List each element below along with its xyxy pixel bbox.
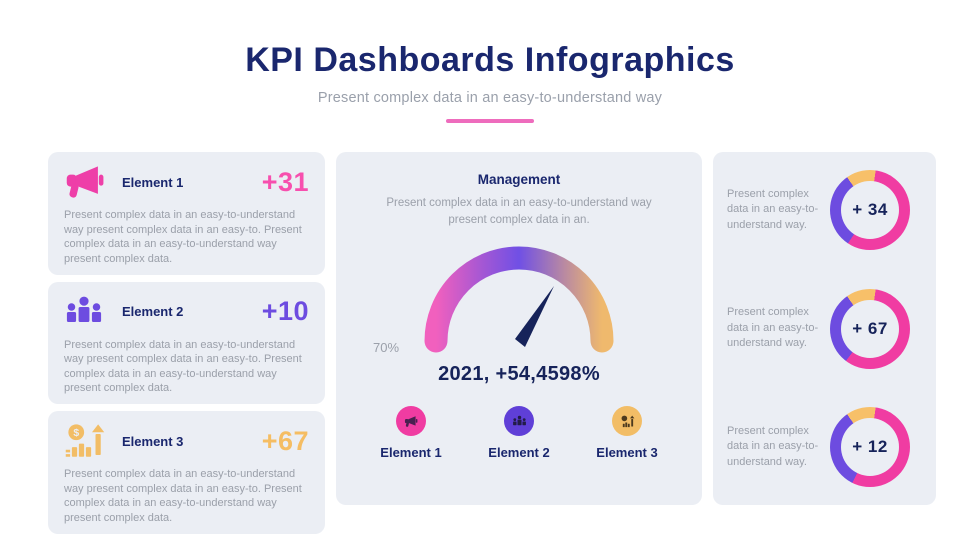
finance-icon (621, 415, 634, 427)
donut-center-value: + 67 (841, 299, 899, 358)
donut-center-value: + 34 (841, 181, 899, 239)
donut-description: Present complex data in an easy-to-under… (727, 306, 819, 350)
card-header: Element 1 +31 (64, 164, 309, 200)
card-description: Present complex data in an easy-to-under… (64, 209, 302, 265)
legend-badge-purple (504, 406, 534, 437)
management-panel: Management Present complex data in an ea… (336, 152, 702, 505)
donut-panel: Present complex data in an easy-to-under… (713, 152, 936, 505)
content-row: Element 1 +31 Present complex data in an… (48, 152, 936, 534)
card-value: +31 (261, 166, 309, 197)
donut-chart-3: + 12 (830, 407, 910, 487)
legend-item-element-2: Element 2 (482, 406, 556, 460)
card-header: $ Element 3 +67 (64, 423, 309, 459)
panel-title: Management (477, 172, 561, 187)
finance-icon: $ (64, 423, 110, 459)
svg-text:$: $ (73, 427, 79, 439)
legend-item-element-1: Element 1 (374, 406, 448, 460)
legend-badge-pink (396, 406, 426, 437)
donut-row-3: Present complex data in an easy-to-under… (727, 407, 922, 487)
card-value: +10 (261, 296, 309, 326)
card-description: Present complex data in an easy-to-under… (64, 468, 302, 524)
card-value: +67 (261, 425, 309, 456)
subtitle-underline (446, 119, 534, 124)
kpi-card-element-2: Element 2 +10 Present complex data in an… (48, 281, 325, 404)
card-description: Present complex data in an easy-to-under… (64, 338, 302, 395)
legend-label: Element 2 (488, 445, 550, 461)
gauge-legend: Element 1 Element 2 (336, 406, 702, 460)
slide-header: KPI Dashboards Infographics Present comp… (0, 0, 980, 124)
donut-chart-2: + 67 (830, 288, 910, 369)
gauge-tick-label: 70% (373, 340, 400, 356)
donut-chart-1: + 34 (830, 170, 910, 250)
donut-description: Present complex data in an easy-to-under… (727, 187, 819, 231)
legend-badge-yellow (612, 406, 642, 437)
card-title: Element 2 (122, 304, 184, 319)
kpi-card-element-1: Element 1 +31 Present complex data in an… (48, 152, 325, 275)
team-icon (64, 294, 110, 330)
team-icon (512, 415, 526, 426)
left-column: Element 1 +31 Present complex data in an… (48, 152, 325, 534)
megaphone-icon (64, 164, 110, 200)
legend-label: Element 3 (596, 445, 658, 461)
page-subtitle: Present complex data in an easy-to-under… (317, 90, 663, 107)
panel-description: Present complex data in an easy-to-under… (386, 197, 652, 226)
megaphone-icon (404, 416, 417, 427)
gauge-value: 2021, +54,4598% (438, 363, 600, 386)
card-title: Element 3 (122, 433, 184, 449)
donut-description: Present complex data in an easy-to-under… (727, 424, 819, 468)
legend-item-element-3: Element 3 (590, 406, 664, 460)
gauge-chart: 70% (373, 240, 619, 361)
donut-row-1: Present complex data in an easy-to-under… (727, 170, 922, 250)
donut-row-2: Present complex data in an easy-to-under… (727, 288, 922, 369)
page-title: KPI Dashboards Infographics (245, 41, 735, 79)
gauge-arc (424, 246, 614, 353)
legend-label: Element 1 (380, 445, 442, 461)
donut-center-value: + 12 (841, 418, 899, 476)
gauge-needle (515, 286, 554, 348)
card-title: Element 1 (122, 174, 184, 190)
kpi-card-element-3: $ Element 3 +67 Present complex data in … (48, 411, 325, 534)
card-header: Element 2 +10 (64, 294, 309, 330)
